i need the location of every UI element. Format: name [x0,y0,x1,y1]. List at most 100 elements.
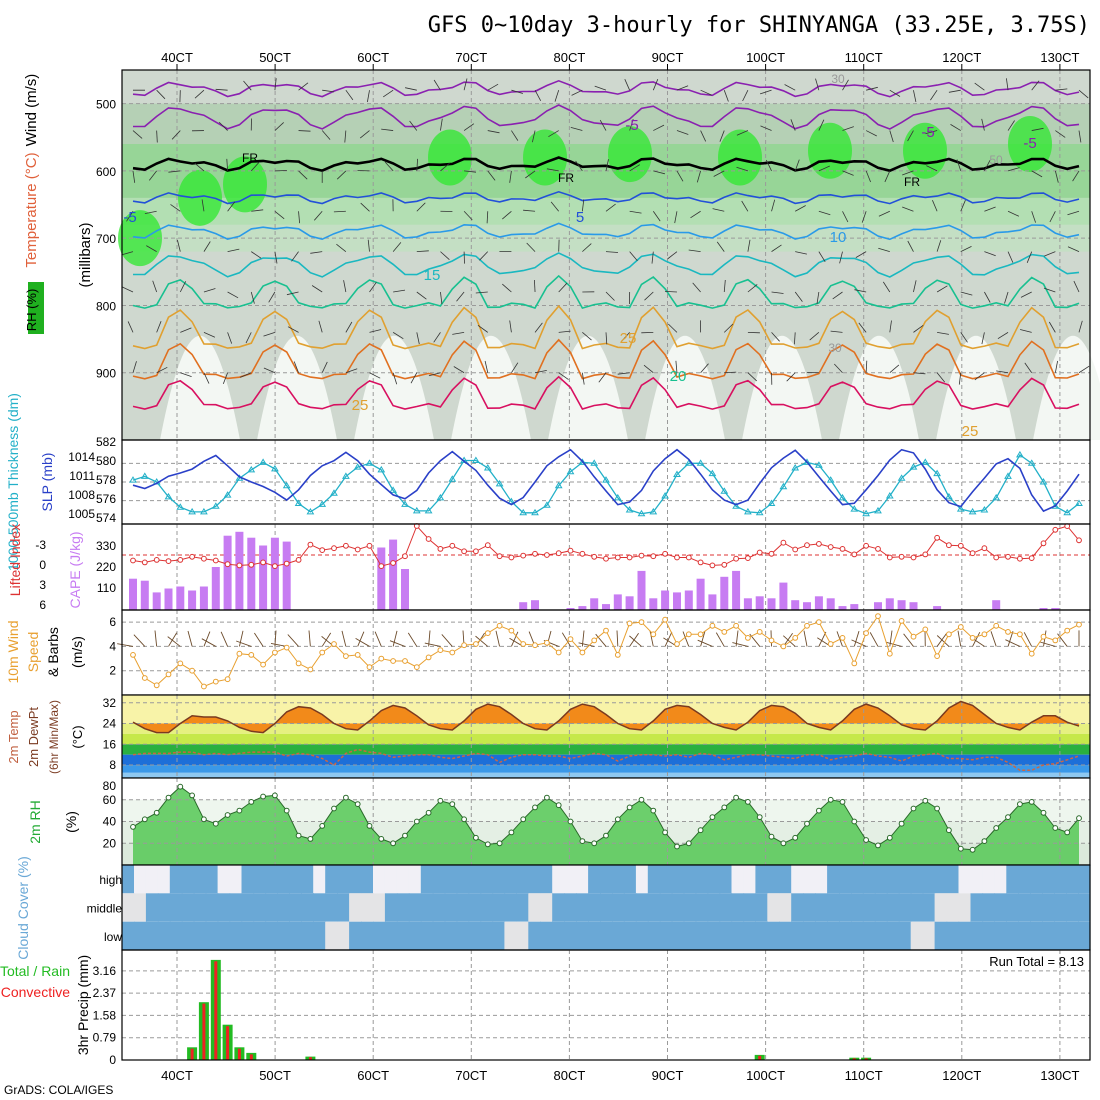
rh-point [331,805,337,812]
cape-bar [826,598,835,610]
cape-bar [259,545,268,610]
thickness-point [507,497,516,505]
rh-band [122,197,1090,252]
wind-barb [392,332,404,340]
wind-barb [526,242,536,252]
surface-barb [782,635,796,647]
wind-speed-point [993,622,1000,629]
lifted-index-point [816,541,822,547]
temp-axis-label: (6hr Min/Max) [47,700,61,774]
wind-barb [132,130,143,139]
surface-barb [561,632,571,647]
wind-speed-point [165,671,172,678]
cloud-cell [122,893,135,922]
cloud-cell [839,893,852,922]
thickness-point [874,506,882,514]
lifted-index-point [579,550,586,557]
wind-speed-point [248,652,255,658]
wind-barb [534,279,536,293]
rh-tick: 60 [103,793,117,807]
rh-point [697,827,704,834]
isotherm-15 [132,252,1080,278]
surface-barb [374,631,382,647]
cloud-cell [241,921,255,950]
wind-barb [652,78,659,91]
slp-tick: 1005 [68,507,95,521]
wind-barb [1073,280,1080,293]
rh-point [827,796,834,803]
cloud-cell [528,865,541,894]
lifted-index-point [898,553,905,560]
wind-barb [936,240,942,252]
thickness-point [815,461,823,468]
cape-bar [199,586,208,610]
li-tick: 0 [39,558,46,572]
wind-barb [902,170,914,176]
wind-speed-point [662,616,668,623]
wind-barb [179,281,187,293]
thickness-point [1075,499,1083,506]
cloud-cell [647,893,661,922]
wind-barb [313,211,323,221]
wind-barb [594,85,607,91]
cloud-cell [623,893,637,922]
wind-barb [747,239,751,252]
cloud-cell [564,921,577,950]
cloud-cell [1018,893,1031,922]
rh-tick: 20 [103,836,117,850]
cloud-cell [432,893,446,922]
cloud-cell [241,893,255,922]
surface-barb [1039,641,1056,647]
wind-barb [981,118,985,131]
rh-patch [608,126,652,183]
cloud-cell [265,921,278,950]
wind-speed-point [555,649,562,656]
cloud-cell [767,893,780,922]
wind-barb [274,78,277,91]
cape-bar [140,580,149,610]
wind-barb [1007,167,1020,172]
lifted-index-point [922,551,929,558]
thickness-point [696,459,705,466]
wind-speed-point [141,675,148,681]
surface-barb [441,634,453,647]
wind-barb [1043,287,1056,293]
time-tick-bottom: 110CT [845,1068,883,1083]
wind-speed-point [756,629,763,635]
thickness-point [992,493,1001,501]
lifted-index-point [934,534,940,541]
pressure-axis-label: (millibars) [77,223,94,288]
cloud-cell [707,865,721,894]
cloud-cell [122,921,135,950]
wind-speed-point [201,683,207,690]
cloud-cell [181,865,195,894]
wind-barb [416,332,420,345]
rh-point [1064,829,1071,836]
wind-barb [286,291,299,296]
cloud-cell [1030,865,1043,894]
wind-speed-point [922,626,929,633]
lifted-index-point [603,555,609,562]
wind-barb [834,363,843,374]
cape-bar [909,602,918,610]
thickness-point [720,487,729,494]
surface-barb [990,631,997,647]
thickness-point [1004,472,1012,479]
wind-barb [475,291,488,294]
cloud-cell [468,921,482,950]
wind-speed-point [520,641,527,647]
wind-barb [719,130,725,142]
cloud-cell [420,921,434,950]
lifted-index-point [804,542,810,549]
cloud-cell [707,893,721,922]
surface-barb [236,640,252,647]
cloud-cell [1078,921,1091,950]
wind-barb [582,332,592,341]
wind-barb [343,280,347,293]
wind-barb [250,161,260,172]
wind-barb [156,130,158,143]
wind-speed-point [934,653,940,659]
lifted-index-point [272,563,278,569]
cloud-cell [516,865,529,894]
cloud-cell [193,865,207,894]
